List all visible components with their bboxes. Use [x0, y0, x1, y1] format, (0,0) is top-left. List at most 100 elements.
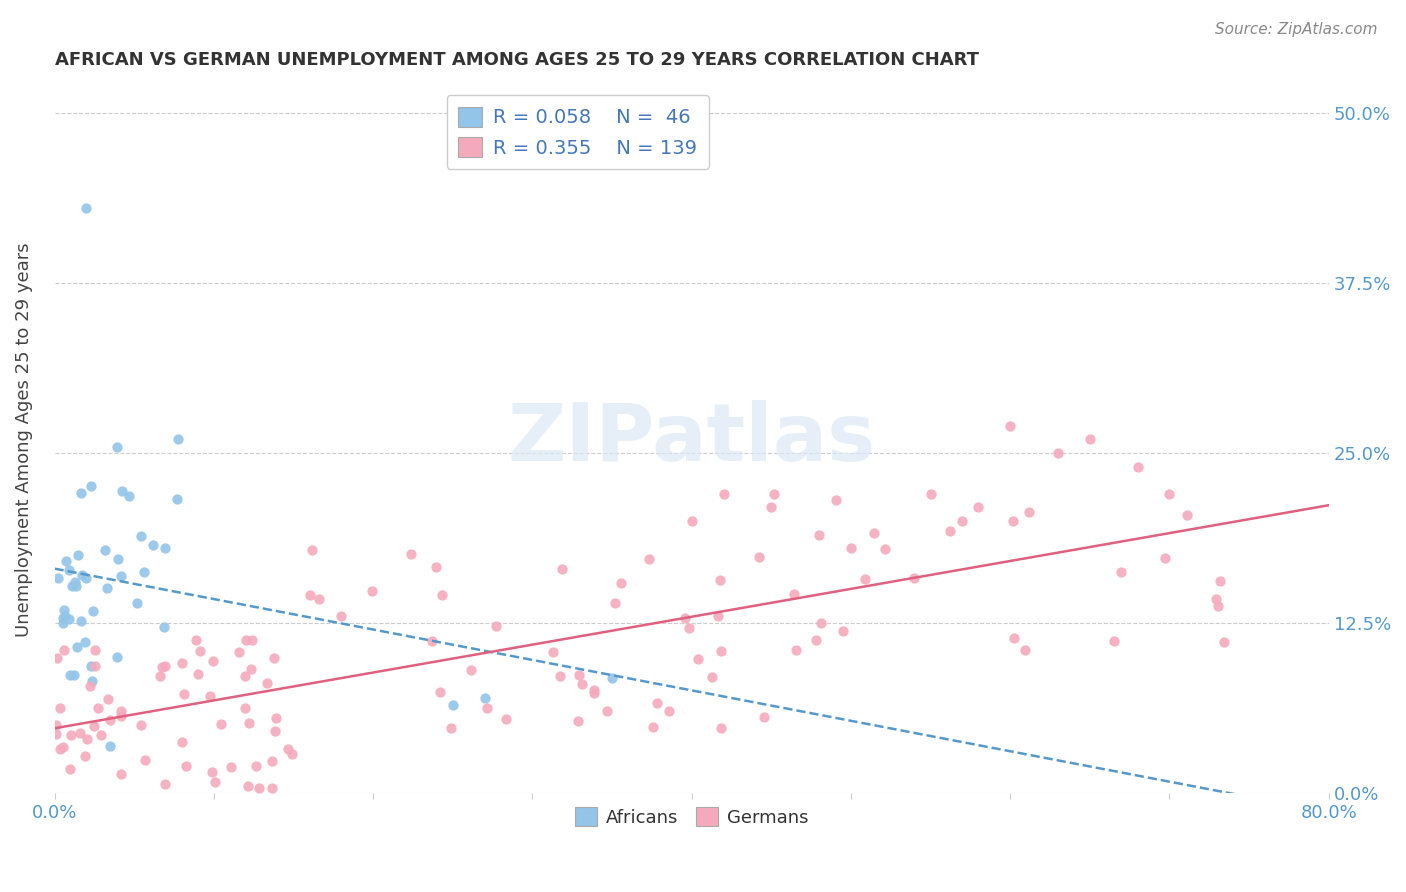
Text: AFRICAN VS GERMAN UNEMPLOYMENT AMONG AGES 25 TO 29 YEARS CORRELATION CHART: AFRICAN VS GERMAN UNEMPLOYMENT AMONG AGE…	[55, 51, 979, 69]
Point	[236, 779, 259, 793]
Point	[67, 548, 90, 562]
Point	[329, 608, 352, 623]
Point	[1018, 505, 1040, 519]
Point	[46, 650, 69, 665]
Point	[125, 596, 148, 610]
Point	[55, 554, 77, 568]
Point	[609, 576, 631, 591]
Point	[69, 486, 91, 500]
Point	[568, 667, 591, 681]
Point	[495, 712, 517, 726]
Point	[111, 483, 134, 498]
Point	[219, 760, 242, 774]
Point	[167, 432, 190, 446]
Point	[1208, 574, 1230, 588]
Point	[235, 632, 257, 647]
Point	[263, 651, 285, 665]
Point	[84, 658, 107, 673]
Point	[399, 547, 422, 561]
Point	[110, 705, 132, 719]
Point	[245, 759, 267, 773]
Point	[75, 201, 97, 215]
Point	[94, 543, 117, 558]
Point	[110, 766, 132, 780]
Point	[187, 667, 209, 681]
Point	[810, 615, 832, 630]
Point	[873, 541, 896, 556]
Point	[903, 571, 925, 585]
Point	[170, 656, 193, 670]
Point	[153, 777, 176, 791]
Point	[75, 571, 97, 585]
Point	[688, 651, 710, 665]
Point	[105, 441, 128, 455]
Point	[174, 759, 197, 773]
Point	[853, 573, 876, 587]
Point	[59, 668, 82, 682]
Point	[1102, 634, 1125, 648]
Point	[60, 579, 83, 593]
Point	[58, 612, 80, 626]
Point	[638, 551, 661, 566]
Point	[429, 685, 451, 699]
Point	[110, 708, 132, 723]
Point	[645, 696, 668, 710]
Point	[198, 689, 221, 703]
Point	[710, 721, 733, 735]
Point	[1205, 591, 1227, 606]
Point	[80, 659, 103, 673]
Point	[600, 671, 623, 685]
Point	[204, 774, 226, 789]
Point	[49, 742, 72, 756]
Point	[79, 679, 101, 693]
Point	[63, 667, 86, 681]
Point	[65, 579, 87, 593]
Point	[132, 565, 155, 579]
Point	[239, 662, 262, 676]
Point	[79, 479, 101, 493]
Point	[242, 632, 264, 647]
Point	[46, 571, 69, 585]
Point	[166, 492, 188, 507]
Point	[84, 643, 107, 657]
Point	[551, 561, 574, 575]
Point	[541, 645, 564, 659]
Point	[485, 619, 508, 633]
Point	[1078, 433, 1101, 447]
Point	[45, 727, 67, 741]
Point	[440, 721, 463, 735]
Point	[80, 674, 103, 689]
Point	[641, 720, 664, 734]
Point	[761, 500, 783, 515]
Point	[52, 615, 75, 630]
Point	[839, 541, 862, 556]
Point	[233, 701, 256, 715]
Point	[1206, 599, 1229, 613]
Point	[425, 560, 447, 574]
Point	[710, 644, 733, 658]
Point	[1153, 550, 1175, 565]
Point	[83, 718, 105, 732]
Point	[96, 581, 118, 595]
Point	[824, 493, 846, 508]
Point	[59, 762, 82, 776]
Point	[188, 644, 211, 658]
Point	[256, 676, 278, 690]
Point	[280, 747, 302, 761]
Point	[264, 711, 287, 725]
Point	[804, 632, 827, 647]
Point	[702, 669, 724, 683]
Point	[713, 487, 735, 501]
Point	[754, 710, 776, 724]
Point	[1046, 446, 1069, 460]
Point	[107, 551, 129, 566]
Point	[1014, 643, 1036, 657]
Point	[129, 718, 152, 732]
Point	[69, 726, 91, 740]
Point	[1175, 508, 1198, 522]
Point	[110, 568, 132, 582]
Point	[153, 659, 176, 673]
Point	[603, 596, 626, 610]
Point	[52, 740, 75, 755]
Point	[98, 739, 121, 753]
